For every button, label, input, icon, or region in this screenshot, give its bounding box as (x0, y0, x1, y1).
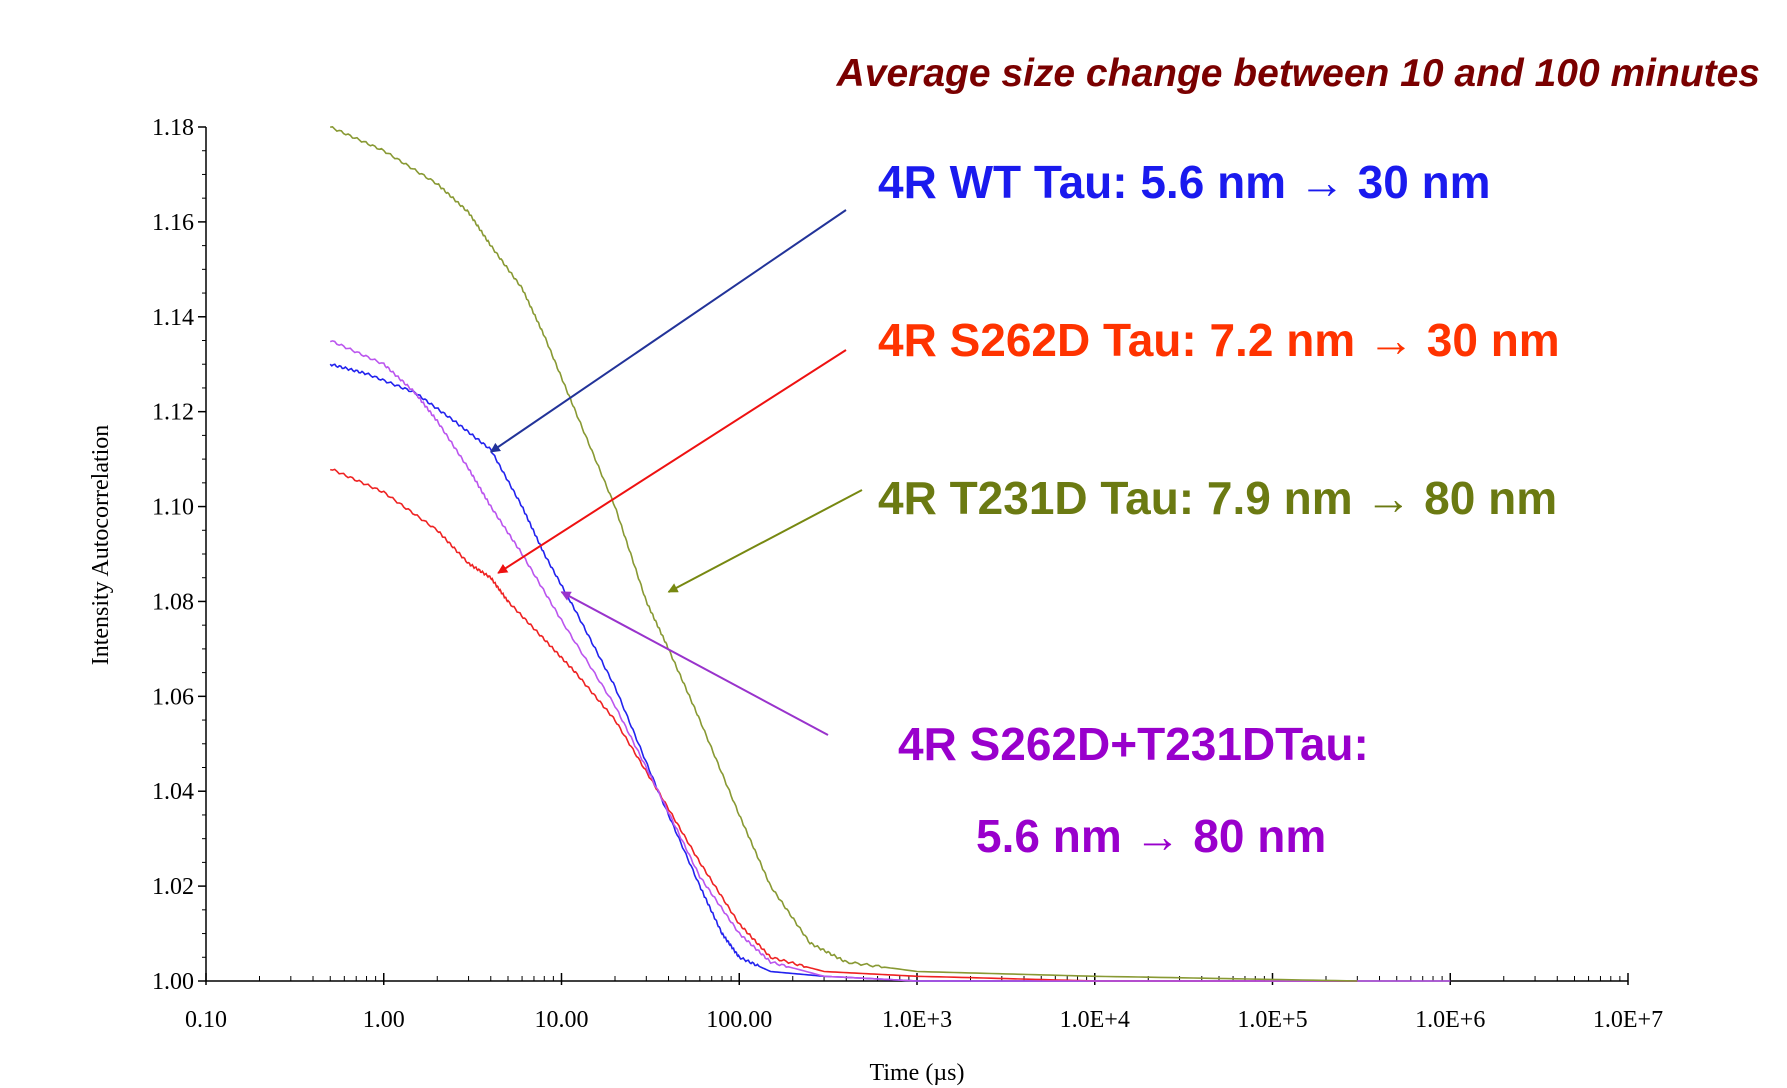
y-tick-label: 1.00 (152, 969, 194, 995)
series-layer (329, 125, 1451, 982)
x-axis-label: Time (µs) (870, 1060, 965, 1086)
series-line-3 (330, 125, 1358, 982)
x-tick-label: 1.0E+5 (1237, 1007, 1307, 1033)
x-tick-label: 0.10 (185, 1007, 227, 1033)
x-tick-label: 1.0E+3 (882, 1007, 952, 1033)
series-line-2 (329, 340, 1451, 982)
y-tick-label: 1.04 (152, 779, 194, 805)
annotation-arrow-0 (489, 209, 847, 453)
x-tick-label: 100.00 (706, 1007, 772, 1033)
y-tick-label: 1.12 (152, 400, 194, 426)
annotation-arrow-3 (560, 591, 829, 736)
x-tick-label: 1.0E+4 (1060, 1007, 1130, 1033)
annotation-s262d-t231d-size: 5.6 nm → 80 nm (976, 810, 1326, 862)
y-tick-label: 1.16 (152, 210, 194, 236)
annotation-arrows (489, 209, 863, 736)
x-tick-label: 1.00 (363, 1007, 405, 1033)
y-tick-label: 1.14 (152, 305, 194, 331)
annotation-wt-tau: 4R WT Tau: 5.6 nm → 30 nm (878, 156, 1491, 208)
y-tick-label: 1.06 (152, 684, 194, 710)
x-tick-label: 10.00 (535, 1007, 589, 1033)
annotation-t231d-tau: 4R T231D Tau: 7.9 nm → 80 nm (878, 472, 1557, 524)
x-tick-label: 1.0E+6 (1415, 1007, 1485, 1033)
chart-axes: 1.00 1.02 1.04 1.06 1.08 1.10 1.12 1.14 1.16 1.18… (152, 115, 1663, 1033)
series-line-1 (330, 468, 1358, 982)
y-tick-label: 1.10 (152, 495, 194, 521)
annotation-s262d-t231d-tau: 4R S262D+T231DTau: (898, 718, 1369, 770)
y-tick-label: 1.18 (152, 115, 194, 141)
series-line-0 (329, 363, 1358, 982)
y-tick-label: 1.08 (152, 589, 194, 615)
y-axis-label: Intensity Autocorrelation (88, 425, 114, 666)
chart-title: Average size change between 10 and 100 m… (836, 52, 1760, 95)
y-tick-label: 1.02 (152, 874, 194, 900)
annotation-s262d-tau: 4R S262D Tau: 7.2 nm → 30 nm (878, 314, 1560, 366)
annotation-arrow-1 (497, 349, 847, 574)
annotation-arrow-2 (667, 489, 863, 593)
x-tick-label: 1.0E+7 (1593, 1007, 1663, 1033)
